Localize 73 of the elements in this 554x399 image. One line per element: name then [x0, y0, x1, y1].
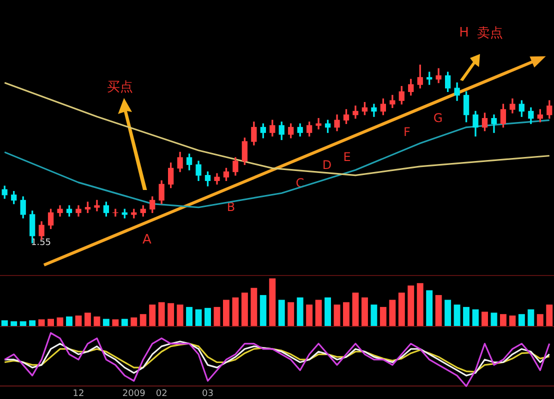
bar [176, 304, 184, 326]
bar [389, 300, 396, 326]
bar [343, 302, 350, 326]
bar [1, 320, 8, 326]
bar [288, 302, 294, 326]
annotation: 买点 [107, 79, 133, 96]
bar [435, 295, 442, 326]
bar [168, 303, 174, 326]
bar [296, 297, 304, 326]
bar [500, 314, 506, 326]
bar [241, 292, 248, 326]
bar [204, 308, 211, 326]
bar [518, 314, 525, 326]
bar [66, 316, 72, 326]
bar [130, 317, 138, 326]
bar [29, 320, 36, 326]
bar [482, 312, 488, 326]
bar [214, 306, 220, 326]
bar [10, 321, 18, 326]
annotation: G [433, 111, 443, 125]
text: 卖点 [477, 25, 503, 42]
bar [490, 312, 498, 326]
x-tick-label: 03 [202, 388, 214, 399]
bar [260, 295, 266, 326]
bar [158, 302, 165, 326]
bar [370, 304, 378, 326]
text: H [459, 26, 469, 40]
bar [528, 309, 534, 326]
bar [278, 300, 285, 326]
bar [315, 300, 322, 326]
bar [398, 292, 405, 326]
bar [48, 318, 54, 326]
bar [324, 297, 332, 326]
annotation: A [142, 232, 152, 248]
bar [94, 316, 100, 326]
annotation: B [226, 200, 236, 214]
bar [250, 288, 258, 326]
bar [222, 300, 230, 326]
bar [75, 316, 82, 326]
bar [102, 318, 110, 326]
bar [472, 309, 479, 326]
annotation: E [343, 150, 351, 164]
bar [20, 321, 26, 326]
bar [426, 290, 433, 326]
x-tick-label: 2009 [122, 388, 146, 399]
bar [112, 319, 119, 326]
bar [380, 306, 386, 326]
bar [416, 283, 424, 326]
bar [536, 314, 544, 326]
bar [361, 297, 368, 326]
annotation: F [404, 125, 410, 139]
bar [140, 314, 146, 326]
bar [352, 292, 359, 326]
bar [84, 312, 91, 326]
x-tick-label: 12 [72, 388, 84, 399]
bar [269, 278, 276, 326]
bar [232, 297, 239, 326]
bar [408, 286, 414, 326]
bar [38, 319, 45, 326]
bar [509, 316, 516, 326]
bar [121, 318, 128, 326]
bar [546, 304, 553, 326]
bar [186, 306, 193, 326]
bar [149, 304, 156, 326]
bar [463, 306, 470, 326]
bar [334, 304, 340, 326]
x-tick-label: 02 [156, 388, 168, 399]
bar [195, 309, 202, 326]
bar [454, 304, 460, 326]
annotation: D [322, 158, 332, 172]
bar [306, 304, 313, 326]
bar [56, 317, 64, 326]
bar [444, 300, 452, 326]
